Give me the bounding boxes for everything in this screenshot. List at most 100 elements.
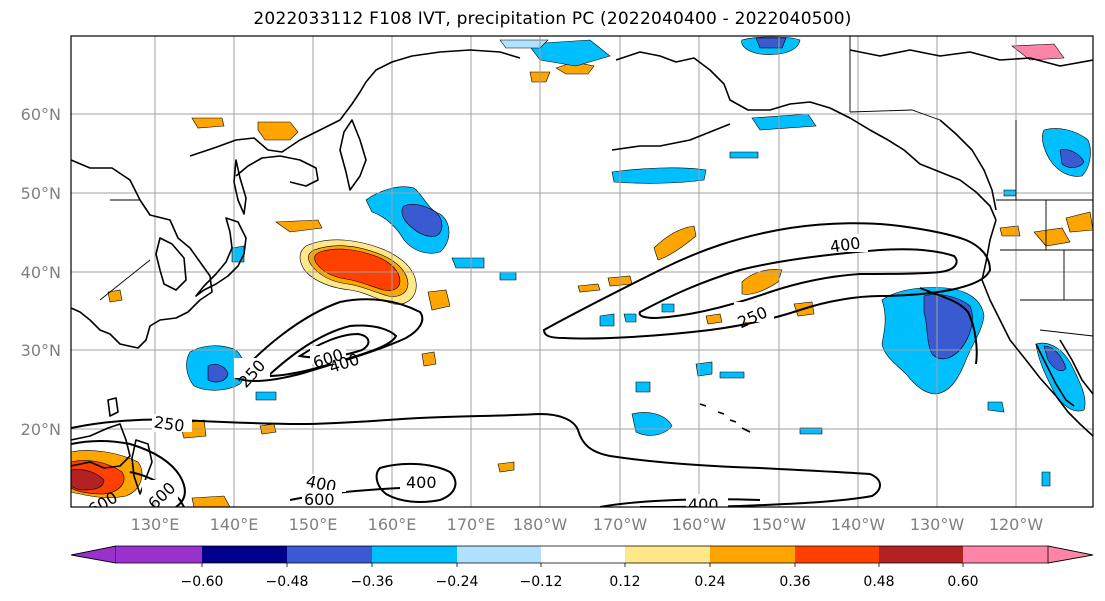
coastlines [71,49,1093,495]
colorbar-tick-label: −0.24 [436,574,479,590]
borders [99,36,1093,337]
ivt-contour [71,440,186,507]
precip-area-negative [401,204,443,237]
coastline-korea [155,237,187,291]
lon-label: 180°W [513,515,568,534]
precip-area-positive [653,225,697,261]
precip-area-negative [1043,345,1067,372]
colorbar-segment [541,546,625,563]
ivt-contour [638,248,958,320]
colorbar-tick-label: 0.12 [609,574,640,590]
colorbar-segment [457,546,541,563]
precip-area-positive [1011,43,1065,61]
precip-area-negative [751,113,817,131]
coastline-siberia [189,49,521,157]
lon-label: 150°W [752,515,807,534]
colorbar-extend-low [70,545,117,564]
ivt-contour [265,324,398,378]
precip-area-negative [499,271,517,281]
precip-area-negative [635,381,651,393]
precip-area-negative [499,39,549,49]
lon-label: 120°W [989,515,1044,534]
colorbar-tick-label: 0.48 [863,574,894,590]
coastline-japan [195,217,247,297]
colorbar-tick-label: −0.36 [351,574,394,590]
lon-label: 170°E [447,515,496,534]
precip-area-positive [191,495,231,507]
lon-label: 150°E [289,515,338,534]
precip-area-negative [631,412,673,436]
coastline-sakhalin [233,159,247,215]
precip-area-positive [275,219,323,233]
precip-area-negative [1041,471,1051,487]
precip-positive-areas [71,43,1093,507]
coastline-bc [939,119,997,211]
precip-area-positive [705,313,723,325]
precip-area-positive [427,289,451,311]
graticule [71,36,1093,507]
map-frame [70,35,1094,508]
lon-label: 160°W [672,515,727,534]
colorbar-tick-label: −0.48 [266,574,309,590]
precip-area-negative [451,257,485,269]
colorbar-segment [202,546,287,563]
colorbar-tick-label: 0.24 [694,574,725,590]
colorbar-segment [116,546,202,563]
precip-area-negative [231,245,245,263]
precip-area-negative [755,37,787,49]
coastline-hawaii [699,403,751,433]
colorbar-extend-high [1047,545,1094,564]
lon-label: 130°E [131,515,180,534]
precip-area-positive [257,121,299,141]
precip-area-negative [1059,149,1085,168]
map-title: 2022033112 F108 IVT, precipitation PC (2… [253,9,852,29]
lat-label: 20°N [21,420,61,439]
precip-area-negative [695,361,713,377]
ivt-label-400-e: 400 [688,495,719,514]
precip-area-positive [577,283,601,293]
coastline-okhotsk [235,155,319,187]
coastline-china-south [71,423,131,469]
colorbar-tick-label: −0.60 [181,574,224,590]
lon-label: 140°W [831,515,886,534]
precip-area-positive [497,461,515,473]
colorbar-segment [625,546,710,563]
ivt-contour [919,287,978,365]
coastline-alaska [615,51,997,221]
precip-area-negative [255,391,277,401]
precip-area-positive [741,269,783,295]
lon-label: 170°W [593,515,648,534]
colorbar-segment [795,546,879,563]
lat-label: 60°N [21,105,61,124]
lon-label: 130°W [910,515,965,534]
coastline-arctic-canada [849,49,1093,67]
ivt-labels: 400 250 600 400 250 250 600 400 400 600 … [85,233,868,514]
colorbar-tick-label: 0.60 [947,574,978,590]
ivt-contour [234,298,424,382]
colorbar-tick-label: −0.12 [520,574,563,590]
precip-area-positive [314,248,401,291]
coastline-mexico [1059,339,1093,395]
precip-area-positive [1033,227,1071,247]
map-content: 400 250 600 400 250 250 600 400 400 600 … [71,36,1093,514]
lon-label: 160°E [368,515,417,534]
ivt-label-600-c: 600 [304,490,335,509]
colorbar-segment [710,546,795,563]
coastline-aleutians [611,123,731,151]
precip-area-negative [207,364,229,383]
lon-label: 140°E [210,515,259,534]
colorbar: −0.60 −0.48 −0.36 −0.24 −0.12 0.12 0.24 … [70,545,1094,590]
precip-area-positive [107,289,123,303]
colorbar-segment [879,546,963,563]
colorbar-outline [70,545,1094,564]
ivt-contour [71,412,881,507]
precip-negative-areas [186,36,1091,487]
colorbar-segment [287,546,372,563]
ivt-label-400-a: 400 [829,233,862,256]
precip-area-negative [623,313,637,323]
precip-area-positive [421,351,437,367]
coastline-taiwan [107,397,119,417]
precip-area-negative [719,371,745,379]
colorbar-segment [963,546,1048,563]
